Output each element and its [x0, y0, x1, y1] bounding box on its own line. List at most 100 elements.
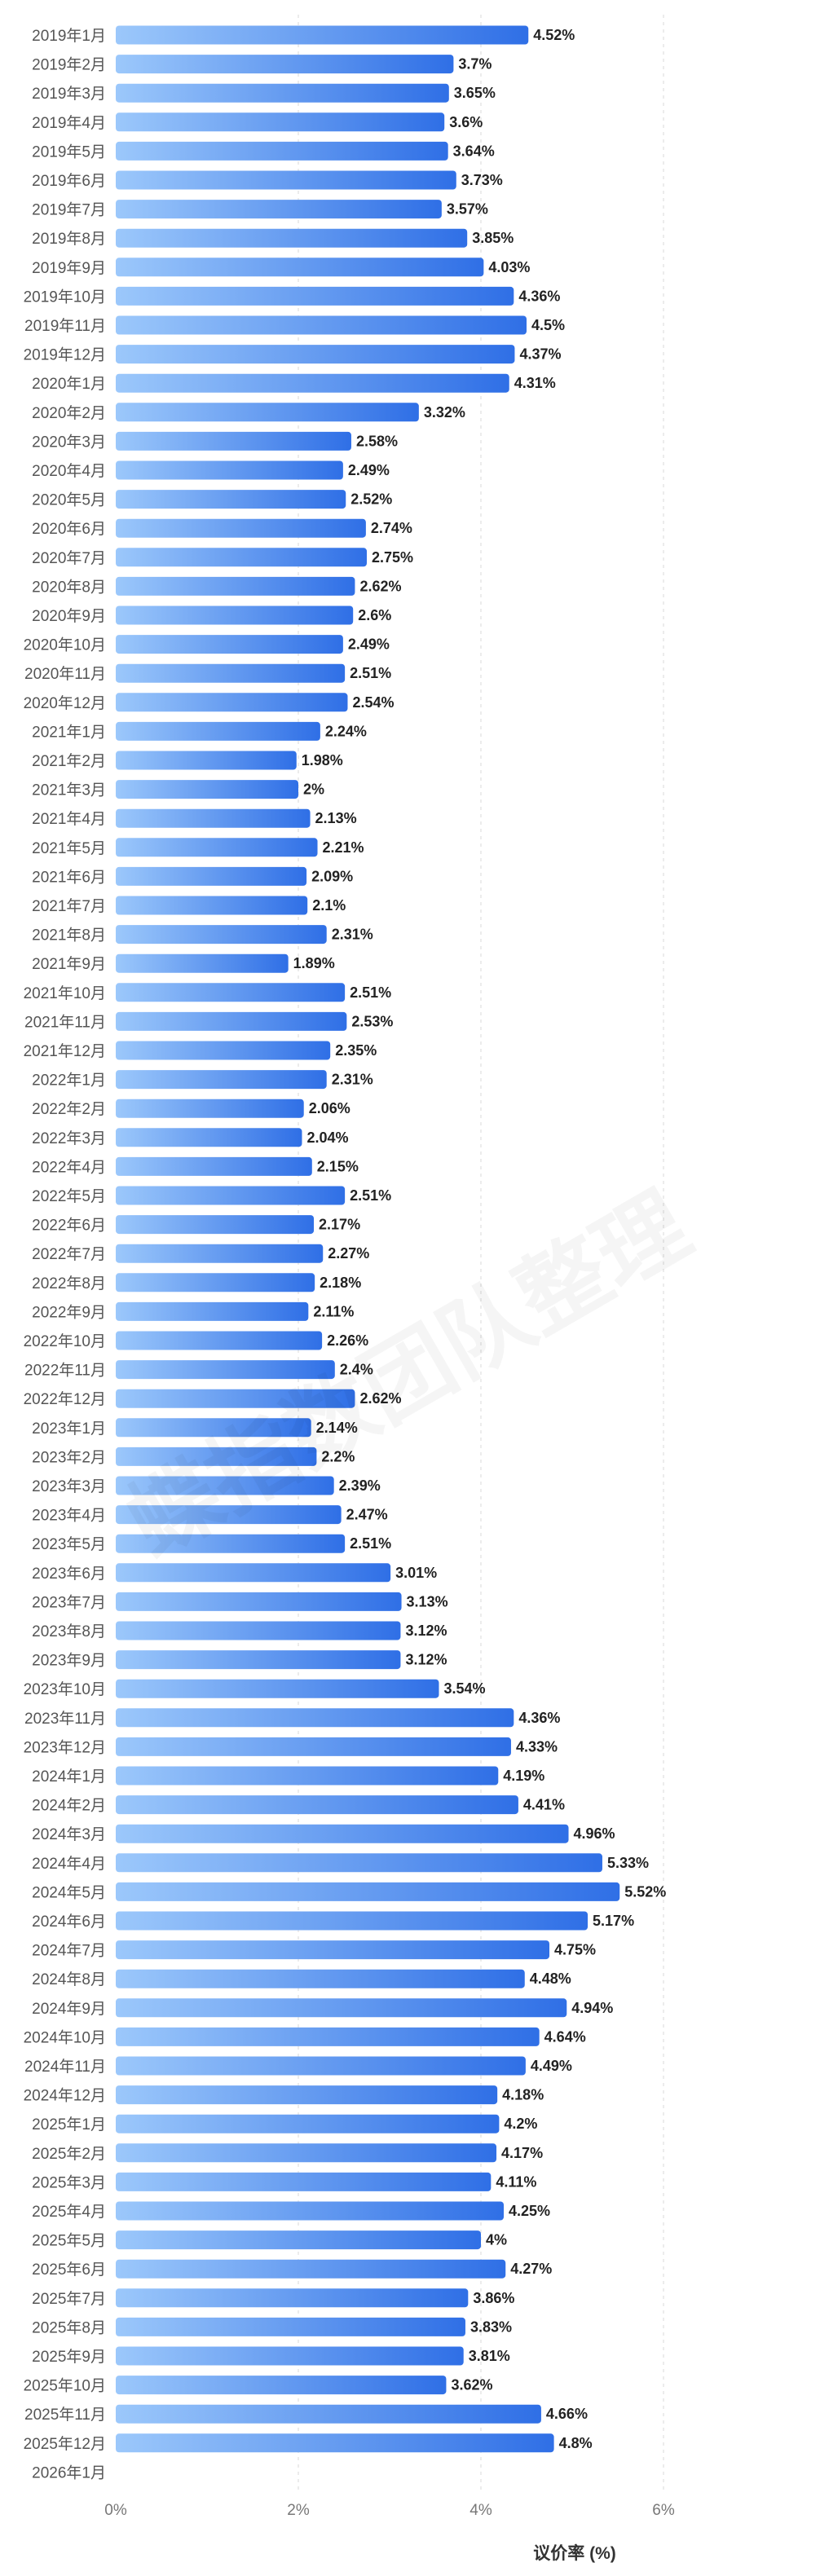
value-label: 3.81% — [469, 2348, 510, 2364]
bar — [116, 403, 419, 422]
value-label: 2.13% — [315, 810, 357, 826]
bar — [116, 605, 354, 625]
bar — [116, 1882, 620, 1901]
bar — [116, 1650, 401, 1670]
category-label: 2024年9月 — [32, 2000, 106, 2018]
category-label: 2019年3月 — [32, 85, 106, 103]
category-label: 2026年1月 — [32, 2464, 106, 2481]
bar — [116, 1824, 569, 1843]
value-label: 4.94% — [571, 2000, 613, 2016]
value-label: 2.49% — [348, 462, 390, 478]
value-label: 4.36% — [518, 288, 560, 304]
bar — [116, 548, 367, 567]
bar — [116, 1563, 391, 1583]
bar — [116, 1389, 355, 1408]
category-label: 2020年7月 — [32, 549, 106, 567]
category-label: 2021年8月 — [32, 927, 106, 945]
value-label: 2.24% — [325, 723, 367, 739]
bar — [116, 1737, 511, 1756]
value-label: 4.41% — [523, 1797, 565, 1813]
bar — [116, 1186, 346, 1205]
value-label: 3.6% — [449, 114, 483, 130]
bar — [116, 1156, 312, 1176]
bar — [116, 1011, 347, 1031]
category-label: 2021年1月 — [32, 723, 106, 741]
category-label: 2020年11月 — [24, 665, 106, 683]
category-label: 2022年11月 — [24, 1362, 106, 1380]
category-label: 2020年3月 — [32, 433, 106, 451]
value-label: 2.14% — [316, 1420, 358, 1436]
bar — [116, 286, 514, 306]
value-label: 4.5% — [531, 317, 565, 333]
x-tick-label: 0% — [104, 2502, 127, 2519]
bar — [116, 1331, 323, 1350]
category-label: 2025年2月 — [32, 2145, 106, 2163]
bar — [116, 2317, 465, 2336]
bar — [116, 518, 366, 538]
bar — [116, 1301, 309, 1321]
value-label: 2.75% — [372, 549, 413, 566]
bar — [116, 1534, 346, 1553]
value-label: 4.36% — [518, 1710, 560, 1726]
bar — [116, 2056, 526, 2076]
value-label: 2.62% — [359, 1390, 401, 1407]
bar — [116, 2230, 481, 2250]
bar — [116, 2172, 492, 2191]
bar — [116, 780, 298, 799]
category-label: 2024年10月 — [24, 2028, 106, 2046]
value-label: 3.32% — [424, 404, 465, 421]
value-label: 2.62% — [359, 578, 401, 594]
category-label: 2022年3月 — [32, 1129, 106, 1147]
value-label: 4.37% — [519, 346, 561, 363]
category-label: 2021年2月 — [32, 752, 106, 770]
category-label: 2021年12月 — [24, 1042, 106, 1060]
bar — [116, 170, 456, 190]
value-label: 3.64% — [453, 143, 495, 159]
category-label: 2022年12月 — [24, 1390, 106, 1408]
value-label: 2.4% — [340, 1362, 373, 1378]
category-label: 2025年9月 — [32, 2348, 106, 2366]
value-label: 3.54% — [443, 1680, 485, 1697]
bar — [116, 2114, 500, 2133]
category-label: 2024年1月 — [32, 1768, 106, 1786]
bar — [116, 576, 355, 596]
category-label: 2023年12月 — [24, 1738, 106, 1756]
category-label: 2024年4月 — [32, 1855, 106, 1873]
value-label: 4% — [486, 2232, 507, 2248]
bar — [116, 373, 509, 393]
value-label: 4.17% — [501, 2145, 543, 2161]
category-label: 2023年9月 — [32, 1652, 106, 1670]
value-label: 2.52% — [350, 491, 392, 508]
bar — [116, 2346, 464, 2366]
value-label: 4.25% — [509, 2203, 550, 2219]
bar — [116, 112, 445, 132]
bar — [116, 2201, 504, 2221]
value-label: 3.65% — [454, 85, 496, 101]
bar — [116, 1360, 335, 1380]
category-label: 2020年2月 — [32, 404, 106, 422]
value-label: 4.27% — [510, 2261, 552, 2277]
value-label: 4.18% — [502, 2087, 544, 2103]
bar — [116, 1621, 401, 1640]
bar — [116, 925, 327, 945]
category-label: 2023年6月 — [32, 1565, 106, 1583]
category-label: 2022年7月 — [32, 1245, 106, 1263]
value-label: 3.7% — [458, 56, 492, 73]
bar — [116, 1273, 315, 1292]
bar — [116, 635, 343, 654]
bar — [116, 345, 515, 364]
category-label: 2025年7月 — [32, 2290, 106, 2308]
bar — [116, 1940, 549, 1960]
bar — [116, 83, 449, 103]
bar — [116, 663, 346, 683]
value-label: 2.35% — [335, 1042, 377, 1059]
value-label: 2.04% — [306, 1129, 348, 1146]
bar — [116, 1215, 315, 1235]
category-label: 2019年2月 — [32, 56, 106, 74]
category-label: 2022年1月 — [32, 1072, 106, 1090]
category-label: 2024年3月 — [32, 1825, 106, 1843]
category-label: 2025年6月 — [32, 2261, 106, 2279]
category-label: 2024年8月 — [32, 1971, 106, 1988]
value-label: 5.52% — [624, 1883, 666, 1900]
value-label: 4.49% — [531, 2058, 572, 2074]
